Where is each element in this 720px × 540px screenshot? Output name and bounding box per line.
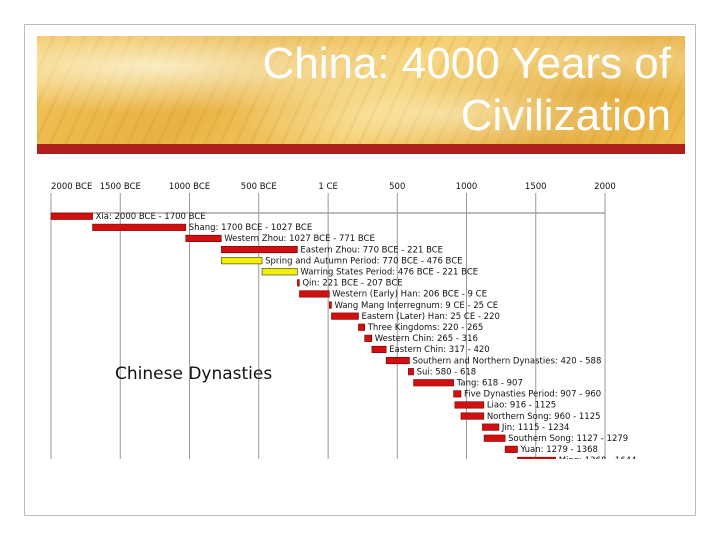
- dynasty-bar: [221, 246, 298, 254]
- dynasty-bar: [185, 234, 222, 243]
- title-line-2: Civilization: [460, 91, 671, 140]
- dynasty-label: Three Kingdoms: 220 - 265: [367, 323, 484, 333]
- dynasty-label: Northern Song: 960 - 1125: [487, 412, 601, 422]
- dynasty-bar: [358, 323, 366, 331]
- dynasty-bar: [328, 301, 332, 309]
- dynasty-label: Western Chin: 265 - 316: [375, 334, 478, 344]
- tick-label: 1500 BCE: [100, 182, 141, 192]
- tick-label: 1 CE: [318, 182, 337, 192]
- dynasty-label: Wang Mang Interregnum: 9 CE - 25 CE: [334, 301, 498, 311]
- dynasty-bar: [482, 423, 500, 431]
- dynasty-label: Western (Early) Han: 206 BCE - 9 CE: [332, 290, 487, 300]
- chart-title: Chinese Dynasties: [115, 364, 272, 384]
- tick-label: 500: [389, 182, 405, 192]
- dynasty-label: Yuan: 1279 - 1368: [519, 445, 598, 455]
- dynasty-label: Western Zhou: 1027 BCE - 771 BCE: [224, 234, 375, 244]
- dynasty-bar: [92, 223, 187, 231]
- dynasty-bar: [221, 257, 263, 265]
- dynasty-label: Ming: 1368 - 1644: [559, 456, 637, 459]
- dynasty-label: Shang: 1700 BCE - 1027 BCE: [189, 223, 312, 233]
- dynasty-bar: [331, 312, 359, 320]
- dynasty-bar: [408, 368, 414, 376]
- dynasty-bar: [453, 390, 462, 398]
- dynasty-timeline-chart: 2000 BCE 1500 BCE 1000 BCE 500 BCE 1 CE 500 10…: [47, 177, 667, 459]
- slide-title: China: 4000 Years of Civilization: [262, 38, 671, 142]
- dynasty-bar: [413, 379, 454, 387]
- dynasty-bar: [50, 212, 93, 220]
- dynasty-label: Spring and Autumn Period: 770 BCE - 476 …: [265, 256, 462, 266]
- dynasty-label: Eastern Zhou: 770 BCE - 221 BCE: [300, 245, 443, 255]
- dynasty-label: Southern and Northern Dynasties: 420 - 5…: [412, 356, 601, 366]
- dynasty-label: Eastern Chin: 317 - 420: [389, 345, 490, 355]
- dynasty-label: Jin: 1115 - 1234: [501, 423, 570, 433]
- dynasty-bar: [297, 279, 300, 287]
- dynasty-label: Warring States Period: 476 BCE - 221 BCE: [300, 268, 478, 278]
- dynasty-bar: [385, 357, 410, 365]
- dynasty-bar: [483, 434, 506, 442]
- dynasty-label: Sui: 580 - 618: [417, 367, 477, 377]
- tick-label: 1500: [525, 182, 547, 192]
- title-divider: [37, 144, 685, 154]
- dynasty-bar: [371, 345, 387, 353]
- dynasty-bar: [517, 456, 556, 459]
- dynasty-bar: [261, 268, 298, 276]
- dynasty-label: Eastern (Later) Han: 25 CE - 220: [361, 312, 499, 322]
- tick-label: 2000: [594, 182, 616, 192]
- tick-label: 500 BCE: [241, 182, 277, 192]
- tick-label: 1000: [456, 182, 478, 192]
- title-banner: China: 4000 Years of Civilization: [37, 36, 685, 144]
- tick-label: 1000 BCE: [169, 182, 210, 192]
- dynasty-bar: [299, 290, 330, 298]
- title-line-1: China: 4000 Years of: [262, 39, 671, 88]
- dynasty-bar: [364, 334, 373, 342]
- dynasty-label: Xia: 2000 BCE - 1700 BCE: [96, 212, 206, 222]
- dynasty-bar: [504, 445, 518, 453]
- dynasty-bar: [460, 412, 485, 420]
- dynasty-label: Five Dynasties Period: 907 - 960: [464, 390, 601, 400]
- dynasty-label: Tang: 618 - 907: [456, 379, 523, 389]
- slide: China: 4000 Years of Civilization 2000 B…: [24, 24, 696, 516]
- dynasty-label: Southern Song: 1127 - 1279: [508, 434, 628, 444]
- timeline-svg: 2000 BCE 1500 BCE 1000 BCE 500 BCE 1 CE 500 10…: [50, 182, 637, 459]
- dynasty-label: Qin: 221 BCE - 207 BCE: [302, 279, 402, 289]
- dynasty-label: Liao: 916 - 1125: [487, 401, 556, 411]
- tick-label: 2000 BCE: [51, 182, 92, 192]
- dynasty-bar: [454, 401, 485, 409]
